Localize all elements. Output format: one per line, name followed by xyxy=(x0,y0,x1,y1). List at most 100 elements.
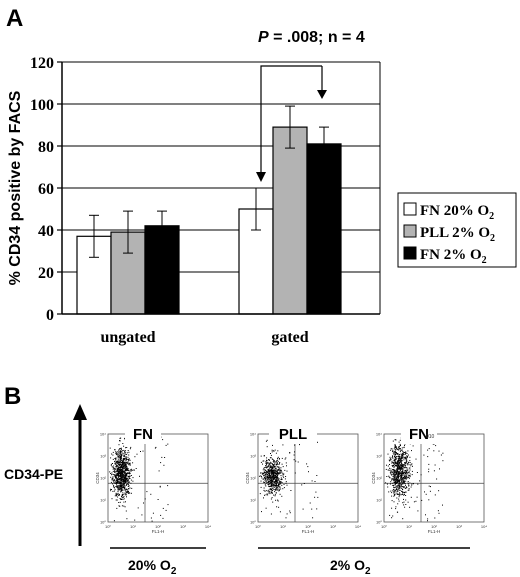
scatter-point xyxy=(392,440,394,442)
scatter-point xyxy=(127,470,129,472)
scatter-point xyxy=(123,496,125,498)
scatter-point xyxy=(126,491,128,493)
scatter-point xyxy=(262,460,264,462)
scatter-point xyxy=(270,474,272,476)
scatter-point xyxy=(275,476,277,478)
scatter-point xyxy=(408,464,410,466)
scatter-point xyxy=(120,489,122,491)
scatter-point xyxy=(122,457,124,459)
scatter-point xyxy=(271,469,273,471)
scatter-point xyxy=(311,508,313,510)
scatter-point xyxy=(114,495,116,497)
scatter-point xyxy=(125,475,127,477)
scatter-point xyxy=(123,487,125,488)
scatter-point xyxy=(403,486,405,488)
flow-x-tick: 10⁴ xyxy=(481,524,487,529)
scatter-point xyxy=(122,463,124,465)
scatter-point xyxy=(118,467,120,469)
scatter-point xyxy=(393,471,395,473)
scatter-point xyxy=(402,464,404,465)
scatter-point xyxy=(278,486,280,488)
scatter-point xyxy=(122,464,123,466)
flow-x-tick: 10² xyxy=(305,524,311,529)
scatter-point xyxy=(409,482,411,484)
scatter-point xyxy=(267,479,268,481)
scatter-point xyxy=(128,481,130,483)
scatter-point xyxy=(128,475,130,477)
scatter-point xyxy=(125,488,127,490)
scatter-point xyxy=(400,445,401,446)
scatter-point xyxy=(402,474,404,476)
scatter-point xyxy=(285,462,287,464)
scatter-point xyxy=(406,478,407,480)
scatter-point xyxy=(410,463,412,465)
scatter-point xyxy=(268,481,270,483)
scatter-point xyxy=(269,477,271,479)
scatter-point xyxy=(409,471,410,473)
scatter-point xyxy=(124,455,126,457)
scatter-point xyxy=(114,458,116,459)
scatter-point xyxy=(280,488,282,490)
scatter-point xyxy=(121,482,123,484)
scatter-point xyxy=(118,488,120,490)
scatter-point xyxy=(265,507,267,509)
scatter-point xyxy=(120,481,122,483)
scatter-point xyxy=(406,456,408,458)
scatter-point xyxy=(269,480,271,482)
scatter-point xyxy=(395,453,397,455)
scatter-point xyxy=(394,474,396,476)
scatter-point xyxy=(275,482,277,484)
scatter-point xyxy=(394,470,396,472)
scatter-point xyxy=(401,456,403,458)
scatter-point xyxy=(125,476,127,478)
scatter-point xyxy=(404,457,406,459)
scatter-point xyxy=(270,468,272,470)
scatter-point xyxy=(280,467,282,469)
scatter-point xyxy=(122,475,124,477)
y-axis-arrowhead xyxy=(73,404,87,420)
scatter-point xyxy=(136,453,138,455)
scatter-point xyxy=(112,470,114,472)
scatter-point xyxy=(120,458,122,460)
scatter-point xyxy=(303,483,305,484)
scatter-point xyxy=(285,481,287,483)
panel-b-letter: B xyxy=(4,383,21,410)
scatter-point xyxy=(394,444,396,446)
scatter-point xyxy=(127,458,129,460)
scatter-point xyxy=(404,465,406,467)
scatter-point xyxy=(395,446,397,448)
scatter-point xyxy=(271,487,273,489)
scatter-point xyxy=(264,494,265,496)
scatter-point xyxy=(277,486,278,488)
scatter-point xyxy=(395,482,397,484)
scatter-point xyxy=(125,490,127,492)
scatter-point xyxy=(271,492,272,494)
plot-label-bg xyxy=(269,424,317,444)
scatter-point xyxy=(120,486,122,488)
scatter-point xyxy=(119,485,121,487)
scatter-point xyxy=(120,457,122,458)
scatter-point xyxy=(419,480,421,482)
scatter-point xyxy=(115,458,117,459)
scatter-point xyxy=(146,491,148,493)
scatter-point xyxy=(117,486,119,488)
scatter-point xyxy=(294,472,296,474)
scatter-point xyxy=(401,467,402,469)
scatter-point xyxy=(413,501,415,503)
scatter-point xyxy=(121,469,123,470)
scatter-point xyxy=(267,469,269,471)
scatter-point xyxy=(121,465,123,466)
flow-y-axis-label: CD34-PE xyxy=(4,466,63,482)
scatter-point xyxy=(162,517,164,519)
scatter-point xyxy=(116,470,118,472)
scatter-point xyxy=(127,472,128,474)
scatter-point xyxy=(390,472,392,474)
scatter-point xyxy=(118,478,120,480)
scatter-point xyxy=(121,473,123,475)
scatter-point xyxy=(395,493,397,495)
scatter-point xyxy=(277,499,279,501)
scatter-point xyxy=(276,488,278,490)
scatter-point xyxy=(123,476,125,478)
scatter-point xyxy=(402,492,404,494)
scatter-point xyxy=(122,480,124,482)
